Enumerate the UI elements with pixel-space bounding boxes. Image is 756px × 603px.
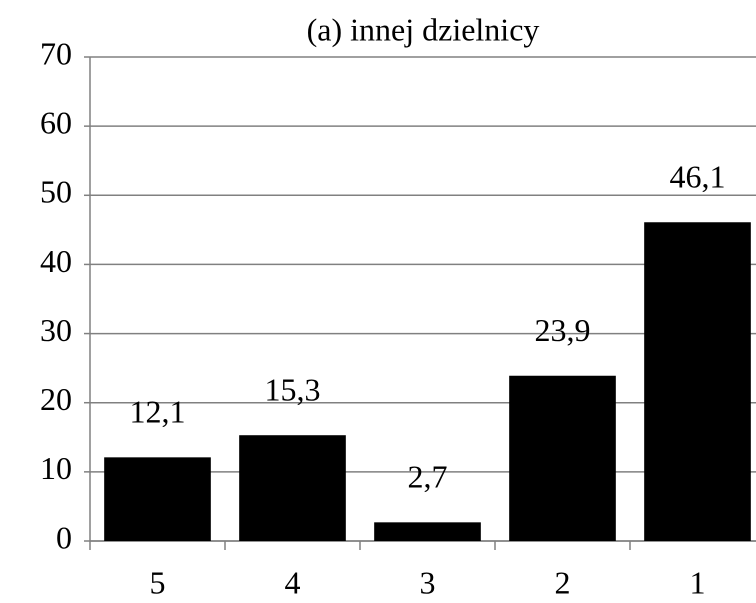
bar bbox=[104, 457, 211, 541]
y-tick-label: 50 bbox=[40, 174, 72, 210]
data-label: 12,1 bbox=[130, 394, 186, 430]
x-tick-label: 1 bbox=[690, 564, 706, 600]
bar bbox=[644, 222, 751, 541]
y-tick-label: 70 bbox=[40, 35, 72, 71]
data-label: 2,7 bbox=[408, 459, 448, 495]
bar bbox=[239, 435, 346, 541]
bar bbox=[509, 375, 616, 541]
y-tick-label: 0 bbox=[56, 519, 72, 555]
x-tick-label: 4 bbox=[285, 564, 301, 600]
x-tick-label: 2 bbox=[555, 564, 571, 600]
y-tick-label: 60 bbox=[40, 104, 72, 140]
bar bbox=[374, 522, 481, 541]
data-label: 23,9 bbox=[535, 312, 591, 348]
y-tick-label: 20 bbox=[40, 381, 72, 417]
y-tick-label: 10 bbox=[40, 450, 72, 486]
chart-title: (a) innej dzielnicy bbox=[307, 11, 540, 47]
y-tick-label: 40 bbox=[40, 243, 72, 279]
data-label: 15,3 bbox=[265, 372, 321, 408]
x-tick-label: 3 bbox=[420, 564, 436, 600]
y-tick-label: 30 bbox=[40, 312, 72, 348]
x-tick-label: 5 bbox=[150, 564, 166, 600]
data-label: 46,1 bbox=[670, 159, 726, 195]
